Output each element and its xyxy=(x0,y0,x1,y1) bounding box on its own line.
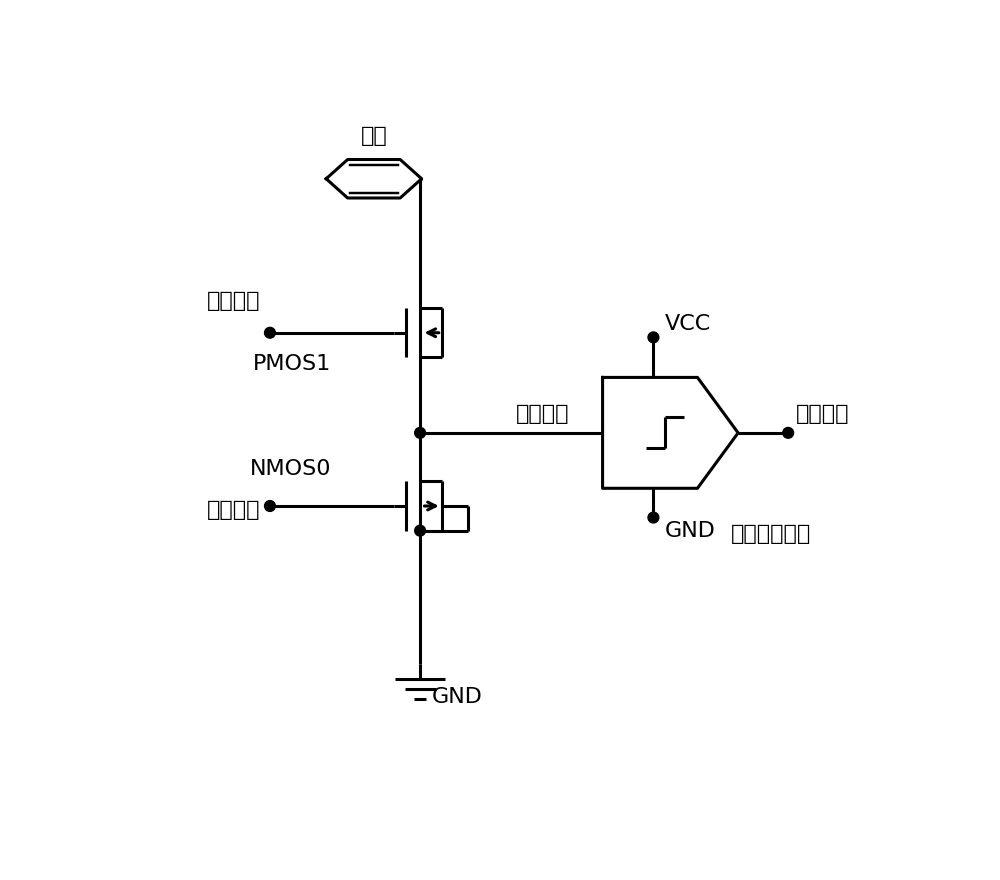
Text: 接口: 接口 xyxy=(361,126,387,145)
Circle shape xyxy=(265,501,275,511)
Text: PMOS1: PMOS1 xyxy=(253,355,332,374)
Circle shape xyxy=(648,512,659,523)
Text: 检测信号: 检测信号 xyxy=(516,404,570,423)
Text: VCC: VCC xyxy=(665,313,711,334)
Circle shape xyxy=(783,428,794,438)
Text: 输入信号: 输入信号 xyxy=(207,500,261,520)
Circle shape xyxy=(415,428,425,438)
Circle shape xyxy=(415,525,425,536)
Text: GND: GND xyxy=(432,687,483,707)
Text: 施密特触发器: 施密特触发器 xyxy=(730,524,811,544)
Text: NMOS0: NMOS0 xyxy=(250,459,332,479)
Circle shape xyxy=(265,327,275,338)
Text: 使能信号: 使能信号 xyxy=(207,291,261,312)
Text: 输出信号: 输出信号 xyxy=(796,404,849,423)
Text: GND: GND xyxy=(665,521,716,541)
Circle shape xyxy=(648,332,659,343)
